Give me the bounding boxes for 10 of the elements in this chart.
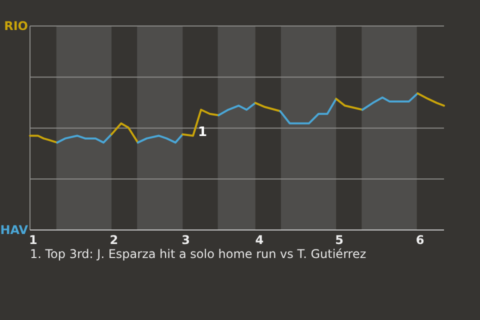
x-tick-label: 4 xyxy=(255,233,264,247)
text: 1. Top 3rd: J. Esparza hit a solo home run vs T. Gutiérrez xyxy=(30,247,366,261)
x-tick-label: 6 xyxy=(416,233,424,247)
x-tick-label: 3 xyxy=(182,233,190,247)
x-tick-label: 5 xyxy=(335,233,344,247)
text: RIO xyxy=(4,19,28,33)
text: HAV xyxy=(0,223,29,237)
x-tick-label: 2 xyxy=(110,233,118,247)
x-tick-label: 1 xyxy=(29,233,38,247)
annotation: 1 xyxy=(198,124,208,140)
